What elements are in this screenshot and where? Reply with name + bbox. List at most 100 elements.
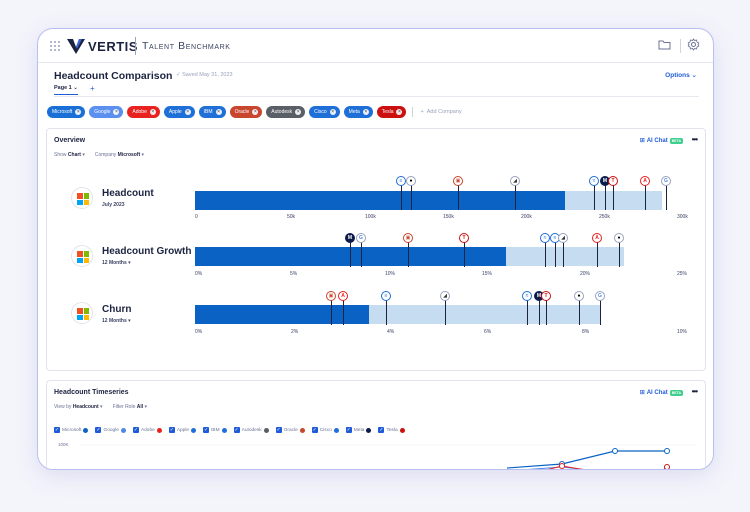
- company-chip-google[interactable]: Google ×: [89, 106, 124, 118]
- checkbox[interactable]: ✓: [54, 427, 60, 433]
- tick-label: 100k: [365, 214, 376, 220]
- company-dropdown[interactable]: Company Microsoft ▾: [94, 152, 145, 158]
- tesla-marker-icon[interactable]: T: [608, 176, 618, 186]
- company-chip-meta[interactable]: Meta ×: [343, 106, 373, 118]
- more-menu-button[interactable]: •••: [691, 387, 698, 396]
- ibm-marker-icon[interactable]: ≡: [396, 176, 406, 186]
- cisco-marker-icon[interactable]: ≈: [589, 176, 599, 186]
- oracle-marker-icon[interactable]: ▣: [326, 291, 336, 301]
- apple-marker-icon[interactable]: ●: [406, 176, 416, 186]
- adobe-marker-icon[interactable]: A: [592, 233, 602, 243]
- oracle-marker-icon[interactable]: ▣: [453, 176, 463, 186]
- show-dropdown[interactable]: Show Chart ▾: [54, 152, 85, 158]
- legend-item-google[interactable]: ✓ Google: [95, 427, 126, 433]
- saved-status: ✓ Saved May 31, 2023: [176, 72, 233, 78]
- remove-chip-icon[interactable]: ×: [396, 109, 403, 115]
- legend-item-adobe[interactable]: ✓ Adobe: [132, 427, 162, 433]
- tesla-marker-icon[interactable]: T: [459, 233, 469, 243]
- remove-chip-icon[interactable]: ×: [329, 109, 336, 115]
- meta-marker-icon[interactable]: M: [345, 233, 355, 243]
- tick-label: 6%: [484, 329, 492, 335]
- chip-label: Tesla: [381, 109, 394, 115]
- oracle-marker-icon[interactable]: ▣: [403, 233, 413, 243]
- company-marker-line: [361, 242, 362, 267]
- checkbox[interactable]: ✓: [203, 427, 210, 433]
- filter-role-dropdown[interactable]: Filter Role All ▾: [112, 404, 148, 410]
- ai-chat-button[interactable]: ⊞ AI Chat BETA: [640, 389, 683, 396]
- remove-chip-icon[interactable]: ×: [184, 109, 191, 115]
- legend-item-ibm[interactable]: ✓ IBM: [203, 427, 227, 433]
- google-marker-icon[interactable]: G: [595, 291, 605, 301]
- apple-marker-icon[interactable]: ●: [614, 233, 624, 243]
- adobe-marker-icon[interactable]: A: [640, 176, 650, 186]
- checkbox[interactable]: ✓: [311, 427, 318, 433]
- checkbox[interactable]: ✓: [132, 427, 139, 433]
- legend-item-apple[interactable]: ✓ Apple: [168, 427, 197, 433]
- company-chip-apple[interactable]: Apple ×: [163, 106, 195, 118]
- app-window: VERTIS Talent Benchmark Headcount Compar…: [37, 28, 714, 470]
- add-page-button[interactable]: +: [90, 84, 95, 93]
- google-marker-icon[interactable]: G: [356, 233, 366, 243]
- company-chip-cisco[interactable]: Cisco ×: [309, 106, 340, 118]
- company-chip-microsoft[interactable]: Microsoft ×: [47, 106, 86, 118]
- metric-value-bar[interactable]: [195, 191, 565, 210]
- checkbox[interactable]: ✓: [275, 427, 282, 433]
- company-chip-tesla[interactable]: Tesla ×: [376, 106, 407, 118]
- checkbox[interactable]: ✓: [345, 427, 352, 433]
- company-marker-line: [331, 300, 332, 325]
- metric-period-dropdown[interactable]: 12 Months ▾: [102, 318, 131, 324]
- company-marker-line: [597, 242, 598, 267]
- checkbox[interactable]: ✓: [95, 427, 102, 433]
- company-chip-ibm[interactable]: IBM ×: [198, 106, 226, 118]
- chip-label: Adobe: [132, 109, 147, 115]
- company-marker-line: [645, 185, 646, 210]
- gear-icon[interactable]: [687, 38, 700, 51]
- remove-chip-icon[interactable]: ×: [295, 109, 302, 115]
- options-button[interactable]: Options ⌄: [665, 72, 697, 79]
- cisco-marker-icon[interactable]: ≈: [522, 291, 532, 301]
- checkbox[interactable]: ✓: [233, 427, 240, 433]
- legend-item-meta[interactable]: ✓ Meta: [345, 427, 372, 433]
- checkbox[interactable]: ✓: [168, 427, 175, 433]
- remove-chip-icon[interactable]: ×: [149, 109, 156, 115]
- legend-item-autodesk[interactable]: ✓ Autodesk: [233, 427, 269, 433]
- microsoft-logo: [71, 187, 93, 209]
- chip-divider: [412, 107, 414, 117]
- autodesk-marker-icon[interactable]: ◢: [510, 176, 520, 186]
- more-menu-button[interactable]: •••: [691, 135, 698, 144]
- remove-chip-icon[interactable]: ×: [362, 109, 369, 115]
- series-dot: [191, 427, 197, 433]
- legend-item-cisco[interactable]: ✓ Cisco: [311, 427, 339, 433]
- view-by-dropdown[interactable]: View by Headcount ▾: [54, 404, 103, 410]
- saved-text: Saved May 31, 2023: [182, 72, 233, 78]
- tesla-marker-icon[interactable]: T: [541, 291, 551, 301]
- legend-item-tesla[interactable]: ✓ Tesla: [378, 427, 405, 433]
- metric-value-bar[interactable]: [195, 305, 369, 324]
- remove-chip-icon[interactable]: ×: [215, 109, 222, 115]
- app-grid-icon[interactable]: [50, 41, 60, 51]
- adobe-marker-icon[interactable]: A: [338, 291, 348, 301]
- remove-chip-icon[interactable]: ×: [113, 109, 120, 115]
- legend-item-microsoft[interactable]: ✓ Microsoft: [54, 427, 89, 433]
- legend-label: Autodesk: [241, 427, 262, 433]
- autodesk-marker-icon[interactable]: ◢: [440, 291, 450, 301]
- legend-item-oracle[interactable]: ✓ Oracle: [275, 427, 305, 433]
- tab-page-1[interactable]: Page 1 ⌄: [54, 85, 78, 95]
- add-company-button[interactable]: + Add Company: [420, 109, 462, 115]
- remove-chip-icon[interactable]: ×: [252, 109, 259, 115]
- autodesk-marker-icon[interactable]: ◢: [558, 233, 568, 243]
- chip-label: Apple: [168, 109, 182, 115]
- ibm-marker-icon[interactable]: ≡: [381, 291, 391, 301]
- ai-chat-button[interactable]: ⊞ AI Chat BETA: [640, 137, 683, 144]
- google-marker-icon[interactable]: G: [661, 176, 671, 186]
- company-chip-autodesk[interactable]: Autodesk ×: [266, 106, 306, 118]
- folder-icon[interactable]: [658, 39, 671, 50]
- apple-marker-icon[interactable]: ●: [574, 291, 584, 301]
- checkbox[interactable]: ✓: [378, 427, 385, 433]
- company-chip-adobe[interactable]: Adobe ×: [127, 106, 160, 118]
- remove-chip-icon[interactable]: ×: [75, 109, 82, 115]
- company-chip-oracle[interactable]: Oracle ×: [229, 106, 263, 118]
- metric-period-dropdown[interactable]: 12 Months ▾: [102, 260, 131, 266]
- cisco-marker-icon[interactable]: ≈: [540, 233, 550, 243]
- series-dot: [221, 427, 227, 433]
